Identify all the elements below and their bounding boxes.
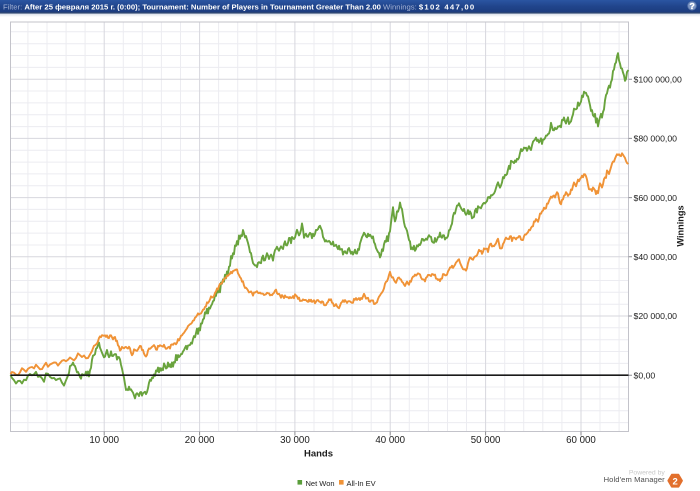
svg-text:Powered by: Powered by <box>629 469 665 476</box>
svg-text:60 000: 60 000 <box>566 435 596 446</box>
svg-text:$20 000,00: $20 000,00 <box>634 311 678 321</box>
svg-text:Hold'em Manager: Hold'em Manager <box>604 475 666 484</box>
svg-text:20 000: 20 000 <box>185 435 215 446</box>
svg-text:$60 000,00: $60 000,00 <box>634 193 678 203</box>
svg-text:$0,00: $0,00 <box>634 370 656 380</box>
svg-text:40 000: 40 000 <box>375 435 405 446</box>
svg-text:30 000: 30 000 <box>280 435 310 446</box>
svg-text:Winnings: Winnings <box>676 205 686 246</box>
svg-text:?: ? <box>689 1 694 11</box>
svg-text:Filter: After 25 февраля 2015: Filter: After 25 февраля 2015 г. (0:00);… <box>3 2 475 11</box>
svg-text:$100 000,00: $100 000,00 <box>634 74 682 84</box>
svg-text:2: 2 <box>673 477 678 488</box>
svg-text:50 000: 50 000 <box>471 435 501 446</box>
svg-text:Hands: Hands <box>304 449 333 460</box>
svg-text:$40 000,00: $40 000,00 <box>634 252 678 262</box>
svg-text:All-In EV: All-In EV <box>347 479 376 488</box>
svg-text:10 000: 10 000 <box>89 435 119 446</box>
svg-text:$80 000,00: $80 000,00 <box>634 134 678 144</box>
svg-text:Net Won: Net Won <box>306 479 335 488</box>
